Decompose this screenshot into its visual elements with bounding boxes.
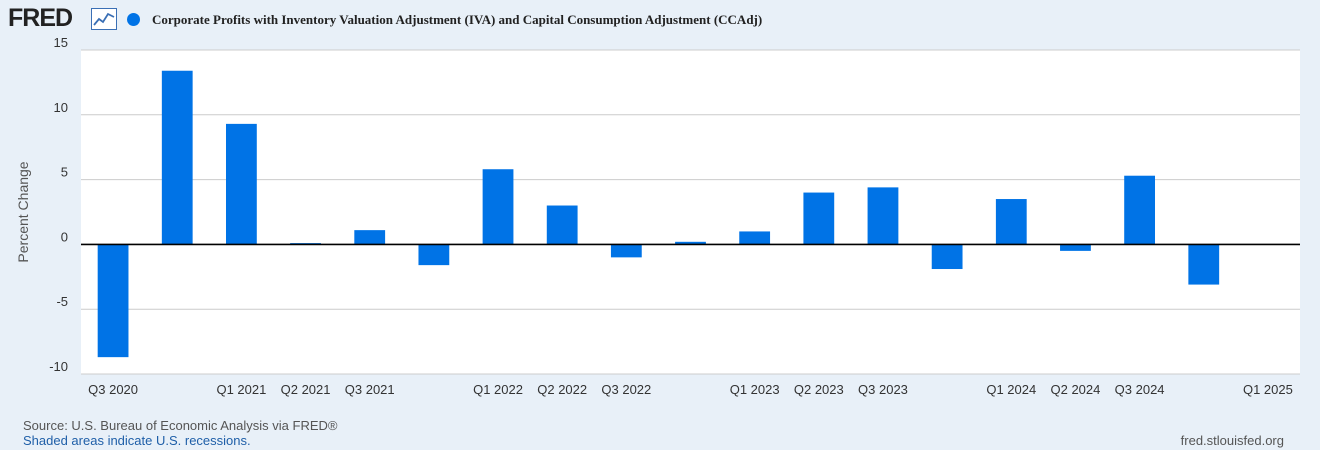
bar-q4-2021[interactable]	[418, 244, 450, 266]
recession-note[interactable]: Shaded areas indicate U.S. recessions.	[23, 433, 251, 448]
bar-q3-2021[interactable]	[354, 230, 386, 245]
bar-q3-2023[interactable]	[867, 187, 899, 245]
fred-url[interactable]: fred.stlouisfed.org	[1180, 433, 1284, 448]
bar-q1-2022[interactable]	[482, 169, 514, 245]
y-tick-label: 0	[61, 229, 68, 244]
bar-q1-2021[interactable]	[225, 123, 257, 245]
x-tick-label: Q1 2023	[730, 382, 780, 397]
bar-q1-2023[interactable]	[739, 231, 771, 245]
grid-lines	[81, 49, 1300, 375]
source-note: Source: U.S. Bureau of Economic Analysis…	[23, 418, 338, 433]
x-tick-label: Q1 2025	[1243, 382, 1293, 397]
bar-q4-2023[interactable]	[931, 244, 963, 270]
x-tick-label: Q1 2024	[986, 382, 1036, 397]
x-tick-label: Q3 2023	[858, 382, 908, 397]
y-axis-label: Percent Change	[15, 161, 31, 262]
x-tick-label: Q1 2022	[473, 382, 523, 397]
legend-marker	[127, 13, 140, 26]
x-tick-label: Q2 2023	[794, 382, 844, 397]
fred-logo[interactable]: FRED	[8, 4, 73, 32]
x-axis-ticks: Q3 2020 Q1 2021 Q2 2021 Q3 2021 Q1 2022 Q2 20…	[88, 382, 1293, 397]
bar-q2-2024[interactable]	[1060, 244, 1091, 251]
x-tick-label: Q3 2024	[1115, 382, 1165, 397]
y-tick-label: -5	[56, 294, 68, 309]
bar-q3-2020[interactable]	[97, 244, 129, 358]
x-tick-label: Q3 2020	[88, 382, 138, 397]
plot-area	[81, 50, 1300, 374]
bar-q4-2022[interactable]	[675, 241, 706, 245]
x-tick-label: Q3 2021	[345, 382, 395, 397]
y-axis-ticks: 15 10 5 0 -5 -10	[49, 35, 68, 374]
y-tick-label: -10	[49, 359, 68, 374]
y-tick-label: 5	[61, 165, 68, 180]
x-tick-label: Q1 2021	[216, 382, 266, 397]
x-tick-label: Q3 2022	[601, 382, 651, 397]
x-tick-label: Q2 2022	[537, 382, 587, 397]
bar-q2-2023[interactable]	[803, 192, 835, 245]
bar-q1-2024[interactable]	[995, 199, 1027, 245]
y-tick-label: 15	[54, 35, 68, 50]
bar-q2-2022[interactable]	[546, 205, 578, 245]
bars	[97, 70, 1220, 358]
legend-label: Corporate Profits with Inventory Valuati…	[152, 12, 763, 27]
bar-q4-2020[interactable]	[161, 70, 193, 245]
chart-header: FRED Corporate Profits with Inventory Va…	[0, 0, 1320, 42]
bar-q4-2024[interactable]	[1188, 244, 1220, 285]
x-tick-label: Q2 2024	[1051, 382, 1101, 397]
line-chart-icon	[91, 8, 117, 30]
x-tick-label: Q2 2021	[281, 382, 331, 397]
bar-q3-2022[interactable]	[610, 244, 642, 258]
bar-q3-2024[interactable]	[1124, 175, 1156, 245]
y-tick-label: 10	[54, 100, 68, 115]
